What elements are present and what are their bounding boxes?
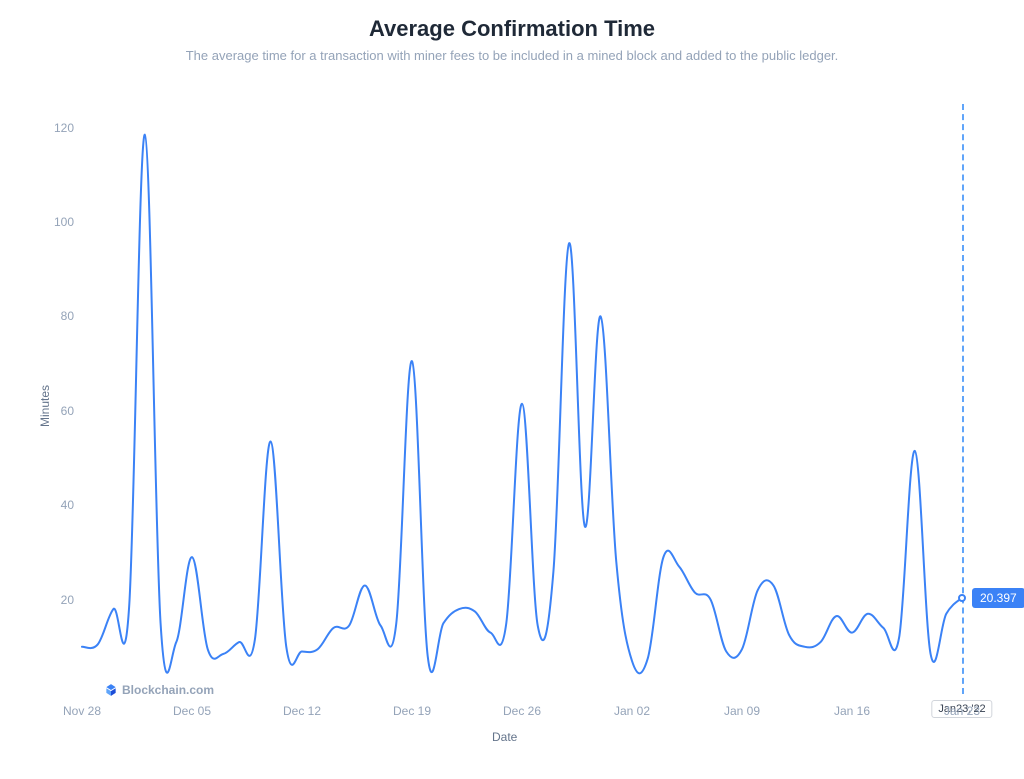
hover-value-badge: 20.397 [972, 588, 1024, 608]
plot-area[interactable]: 20.397 Jan23,'22 Blockchain.com 20406080… [82, 104, 962, 694]
crosshair-line [962, 104, 964, 694]
y-tick-label: 60 [61, 404, 82, 418]
y-tick-label: 100 [54, 215, 82, 229]
x-tick-label: Jan 02 [614, 694, 650, 718]
chart-title: Average Confirmation Time [0, 0, 1024, 42]
y-tick-label: 20 [61, 593, 82, 607]
x-tick-label: Dec 05 [173, 694, 211, 718]
y-tick-label: 40 [61, 498, 82, 512]
x-tick-label: Jan 09 [724, 694, 760, 718]
x-axis-label: Date [492, 730, 517, 744]
y-tick-label: 80 [61, 309, 82, 323]
line-chart-svg [82, 104, 962, 694]
data-line [82, 135, 962, 674]
x-tick-label: Jan 23 [944, 694, 980, 718]
blockchain-logo-icon [104, 683, 118, 697]
y-tick-label: 120 [54, 121, 82, 135]
x-tick-label: Jan 16 [834, 694, 870, 718]
x-tick-label: Dec 12 [283, 694, 321, 718]
chart-container: Average Confirmation Time The average ti… [0, 0, 1024, 779]
x-tick-label: Nov 28 [63, 694, 101, 718]
x-tick-label: Dec 26 [503, 694, 541, 718]
chart-subtitle: The average time for a transaction with … [0, 42, 1024, 63]
x-tick-label: Dec 19 [393, 694, 431, 718]
y-axis-label: Minutes [38, 385, 52, 427]
hover-marker [958, 594, 966, 602]
